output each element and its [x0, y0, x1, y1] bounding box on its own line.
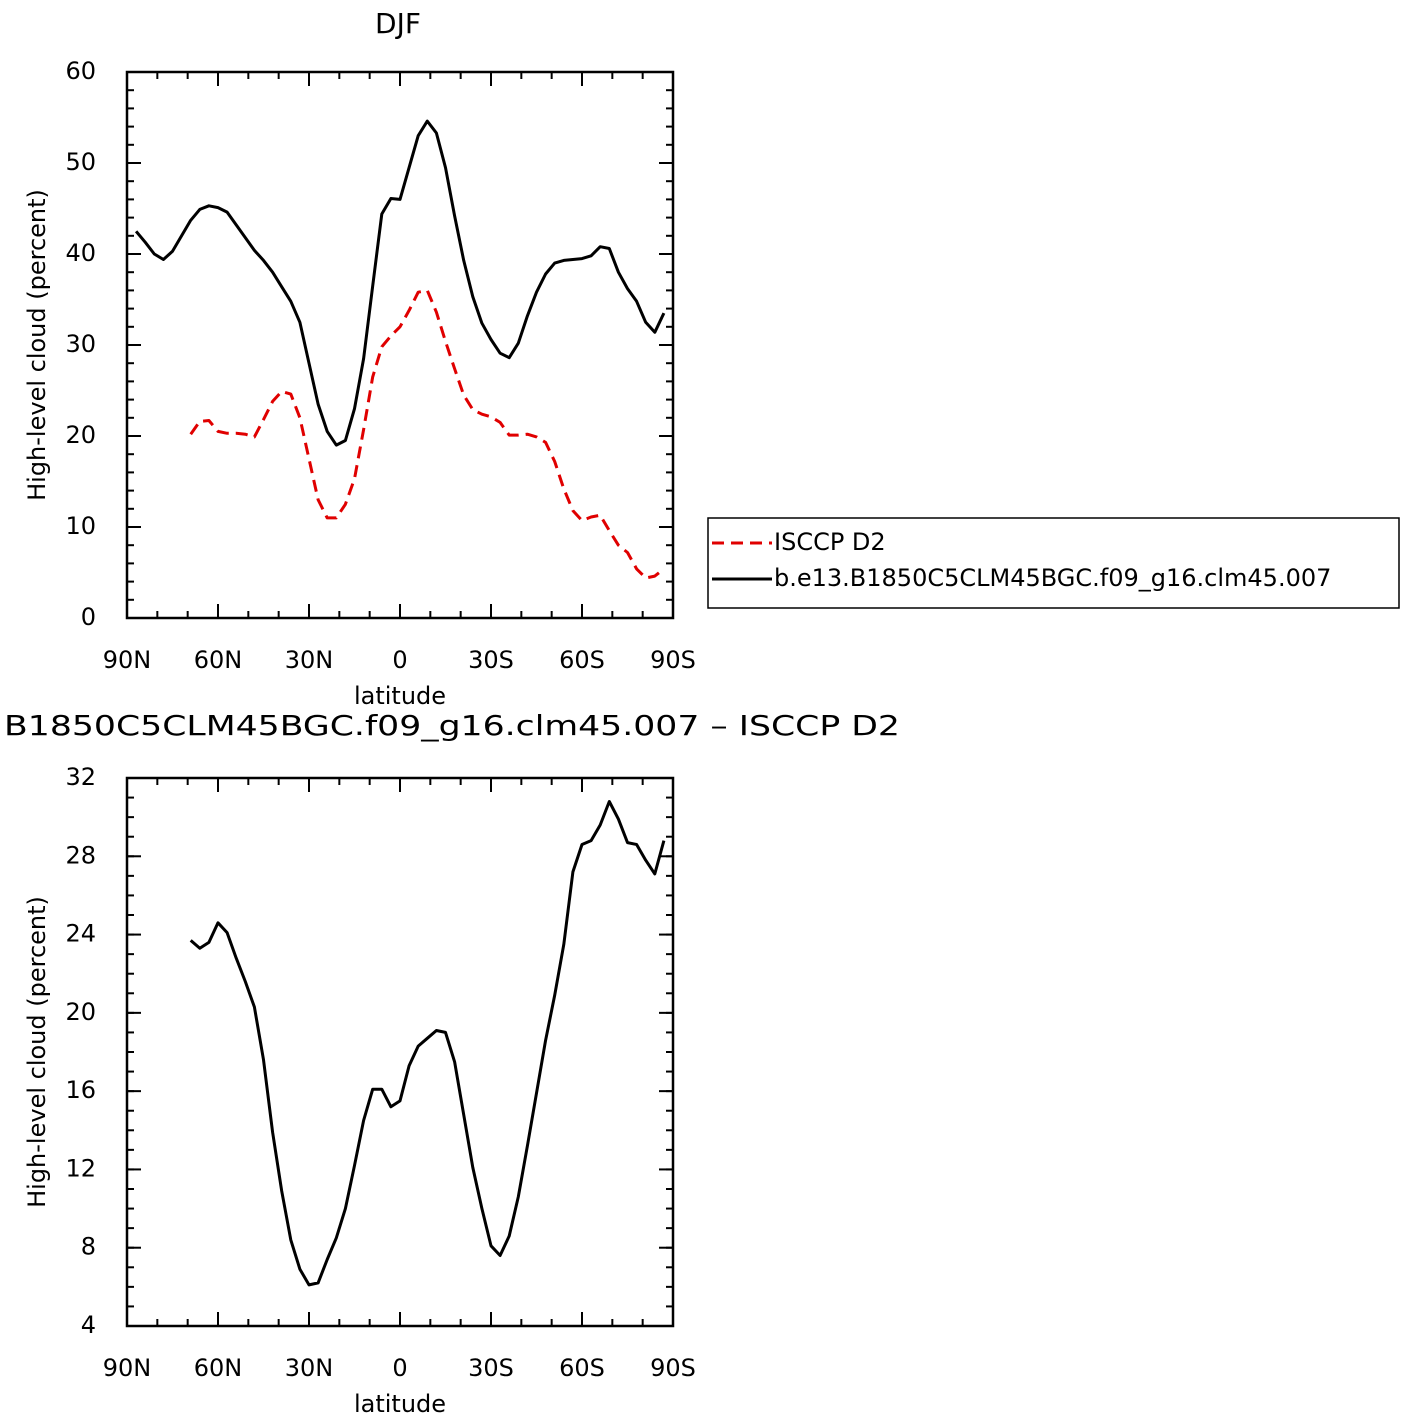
- y-tick-label: 12: [65, 1154, 96, 1182]
- y-tick-label: 28: [65, 841, 96, 869]
- data-line: [189, 288, 665, 580]
- y-tick-label: 60: [65, 57, 96, 85]
- y-tick-label: 10: [65, 512, 96, 540]
- plot-frame: [125, 776, 675, 1328]
- y-tick-label: 40: [65, 239, 96, 267]
- x-tick-label: 60S: [559, 646, 605, 674]
- x-tick-label: 60S: [559, 1354, 605, 1382]
- y-tick-label: 20: [65, 421, 96, 449]
- y-tick-label: 50: [65, 148, 96, 176]
- y-tick-label: 16: [65, 1076, 96, 1104]
- data-line: [134, 119, 666, 447]
- y-tick-label: 32: [65, 763, 96, 791]
- x-tick-label: 60N: [194, 1354, 243, 1382]
- legend-box: [707, 517, 1400, 609]
- x-tick-label: 90S: [650, 1354, 696, 1382]
- y-tick-label: 24: [65, 920, 96, 948]
- x-tick-label: 0: [392, 1354, 407, 1382]
- y-axis-label: High-level cloud (percent): [23, 896, 51, 1208]
- x-tick-label: 90N: [103, 1354, 152, 1382]
- x-axis-label: latitude: [354, 1390, 446, 1418]
- y-tick-label: 8: [81, 1233, 96, 1261]
- y-tick-label: 30: [65, 330, 96, 358]
- x-tick-label: 90S: [650, 646, 696, 674]
- chart-title: B1850C5CLM45BGC.f09_g16.clm45.007 – ISCC…: [4, 709, 900, 742]
- y-tick-label: 20: [65, 998, 96, 1026]
- x-tick-label: 60N: [194, 646, 243, 674]
- x-tick-label: 0: [392, 646, 407, 674]
- y-tick-label: 4: [81, 1311, 96, 1339]
- x-axis-label: latitude: [354, 682, 446, 710]
- x-tick-label: 30S: [468, 646, 514, 674]
- chart-title: DJF: [375, 7, 421, 40]
- data-line: [189, 800, 666, 1287]
- plot-frame: [125, 70, 675, 620]
- x-tick-label: 30N: [285, 646, 334, 674]
- x-tick-label: 30N: [285, 1354, 334, 1382]
- y-tick-label: 0: [81, 603, 96, 631]
- y-axis-label: High-level cloud (percent): [23, 189, 51, 501]
- legend-label: b.e13.B1850C5CLM45BGC.f09_g16.clm45.007: [774, 564, 1331, 592]
- legend-label: ISCCP D2: [774, 528, 886, 556]
- x-tick-label: 90N: [103, 646, 152, 674]
- x-tick-label: 30S: [468, 1354, 514, 1382]
